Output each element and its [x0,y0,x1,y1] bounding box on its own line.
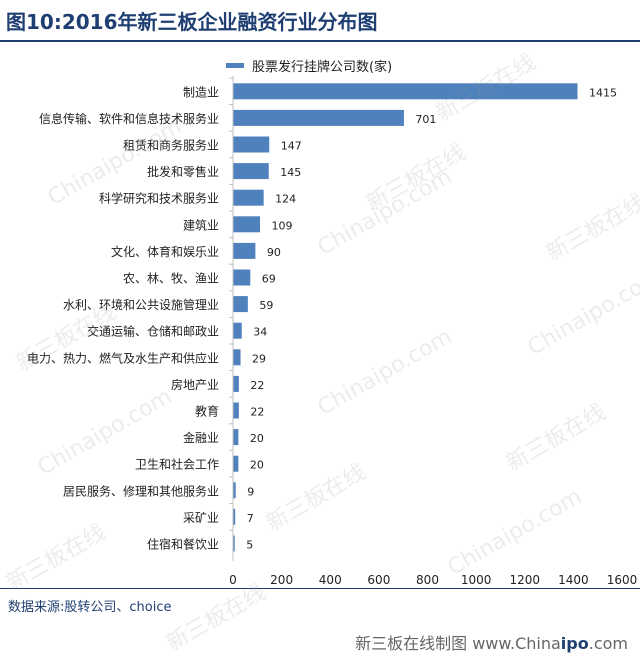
category-label: 居民服务、修理和其他服务业 [63,483,219,498]
data-label: 20 [250,459,264,472]
title-divider [0,40,640,42]
data-source: 数据来源:股转公司、choice [8,600,172,615]
data-label: 109 [272,219,293,232]
data-label: 9 [247,485,254,498]
x-tick-label: 1000 [461,573,492,587]
bar [233,242,256,259]
bar [233,349,241,366]
category-label: 教育 [195,404,219,419]
data-label: 69 [262,273,276,286]
data-label: 701 [415,113,436,126]
bar [233,429,239,446]
footer-suffix: .com [588,634,628,653]
bar [233,296,248,313]
chart-title: 图10:2016年新三板企业融资行业分布图 [6,10,378,34]
source-divider [0,588,640,589]
data-label: 5 [246,539,253,552]
data-label: 147 [281,140,302,153]
x-tick-label: 800 [416,573,439,587]
footer-prefix: 新三板在线制图 www.China [355,634,561,653]
data-label: 22 [250,406,264,419]
x-tick-label: 600 [367,573,390,587]
bar [233,216,261,233]
bar [233,482,236,499]
category-label: 交通运输、仓储和邮政业 [87,324,219,339]
data-label: 7 [247,512,254,525]
data-label: 59 [259,299,273,312]
title-bar: 图10:2016年新三板企业融资行业分布图 [0,0,640,40]
bar [233,535,235,552]
x-tick-label: 1600 [607,573,638,587]
x-tick-label: 200 [270,573,293,587]
bar [233,508,236,525]
bar [233,83,578,100]
category-label: 电力、热力、燃气及水生产和供应业 [27,350,219,365]
category-label: 批发和零售业 [147,164,219,179]
data-label: 145 [280,166,301,179]
category-label: 采矿业 [183,511,219,525]
legend-swatch [226,62,244,68]
legend: 股票发行挂牌公司数(家) [226,56,393,75]
bar [233,109,404,126]
footer-brand: ipo [560,634,589,653]
category-label: 文化、体育和娱乐业 [111,244,219,259]
category-label: 租赁和商务服务业 [123,138,219,153]
data-label: 29 [252,352,266,365]
category-label: 建筑业 [183,217,219,232]
data-label: 22 [250,379,264,392]
x-tick-label: 1200 [509,573,540,587]
bar [233,402,239,419]
bar [233,136,270,153]
x-tick-label: 400 [319,573,342,587]
category-label: 住宿和餐饮业 [147,537,219,552]
category-label: 房地产业 [171,377,219,392]
category-label: 水利、环境和公共设施管理业 [63,297,219,312]
bar [233,189,264,206]
footer-credit: 新三板在线制图 www.Chinaipo.com [355,630,628,654]
data-label: 90 [267,246,281,259]
data-label: 124 [275,193,296,206]
bar [233,269,251,286]
bar [233,322,242,339]
legend-label: 股票发行挂牌公司数(家) [252,59,393,75]
bar [233,455,239,472]
x-tick-label: 0 [229,573,237,587]
category-label: 金融业 [183,430,219,445]
bar [233,375,239,392]
category-label: 信息传输、软件和信息技术服务业 [39,111,219,126]
bar [233,163,269,180]
data-label: 1415 [589,86,617,99]
category-label: 科学研究和技术服务业 [99,191,219,206]
x-tick-label: 1400 [558,573,589,587]
category-label: 卫生和社会工作 [135,457,219,472]
category-label: 农、林、牧、渔业 [123,272,219,286]
data-label: 20 [250,432,264,445]
data-label: 34 [253,326,267,339]
category-label: 制造业 [183,85,219,99]
bar-chart: 制造业 1415 信息传输、软件和信息技术服务业 701 租赁和商务服务业 147 批发和零… [27,76,638,587]
